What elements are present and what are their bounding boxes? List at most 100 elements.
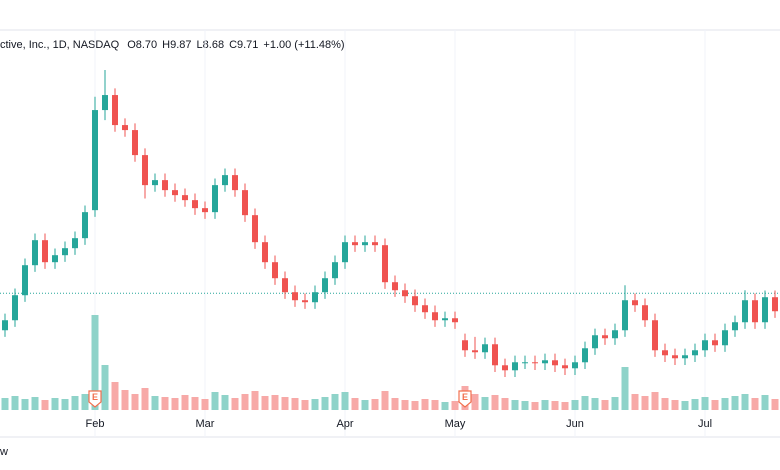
- candle-body: [452, 318, 458, 323]
- volume-bar: [611, 397, 619, 410]
- candle-body: [242, 190, 248, 216]
- candle-body: [622, 300, 628, 331]
- candle-body: [332, 262, 338, 279]
- candle-body: [442, 318, 448, 321]
- volume-bar: [681, 401, 689, 410]
- volume-bar: [421, 399, 429, 410]
- volume-bar: [41, 400, 49, 410]
- candle-body: [612, 330, 618, 339]
- candle-body: [682, 355, 688, 359]
- candle-body: [92, 110, 98, 211]
- volume-bar: [441, 402, 449, 410]
- volume-bar: [61, 399, 69, 410]
- volume-bar: [261, 396, 269, 410]
- candle-body: [12, 295, 18, 321]
- candle-body: [232, 175, 238, 191]
- volume-bar: [481, 397, 489, 410]
- ohlc-value: O8.70: [127, 39, 157, 51]
- volume-bar: [581, 396, 589, 410]
- volume-bar: [671, 400, 679, 410]
- volume-bar: [291, 398, 299, 410]
- volume-bar: [721, 398, 729, 410]
- candle-body: [282, 278, 288, 293]
- volume-bar: [101, 365, 109, 410]
- candle-body: [572, 362, 578, 369]
- candle-body: [32, 240, 38, 266]
- volume-bar: [711, 400, 719, 410]
- volume-bar: [271, 395, 279, 410]
- volume-bar: [661, 398, 669, 410]
- earnings-label: E: [462, 392, 468, 402]
- candle-body: [652, 320, 658, 351]
- volume-bar: [431, 400, 439, 410]
- earnings-badge: [88, 390, 102, 408]
- volume-bar: [321, 397, 329, 410]
- volume-bar: [761, 395, 769, 410]
- volume-bar: [651, 392, 659, 410]
- volume-bar: [641, 396, 649, 410]
- candle-body: [462, 340, 468, 351]
- candle-body: [732, 322, 738, 331]
- volume-bar: [151, 396, 159, 410]
- candle-body: [642, 305, 648, 321]
- earnings-label: E: [92, 392, 98, 402]
- volume-bar: [191, 397, 199, 410]
- x-tick-label: Feb: [86, 418, 105, 430]
- volume-bar: [541, 400, 549, 410]
- candle-body: [112, 95, 118, 126]
- candle-body: [82, 212, 88, 239]
- volume-bar: [51, 398, 59, 410]
- candle-body: [172, 190, 178, 196]
- volume-bar: [451, 401, 459, 410]
- volume-bar: [471, 394, 479, 410]
- earnings-marker: E: [458, 390, 472, 408]
- volume-bar: [491, 395, 499, 410]
- candle-body: [62, 248, 68, 256]
- candle-body: [662, 350, 668, 356]
- volume-bar: [631, 394, 639, 410]
- candle-body: [52, 255, 58, 263]
- candle-body: [492, 344, 498, 366]
- volume-bar: [601, 400, 609, 410]
- volume-bar: [701, 397, 709, 410]
- candle-body: [562, 365, 568, 369]
- volume-bar: [301, 400, 309, 410]
- volume-bar: [391, 398, 399, 410]
- volume-bar: [171, 398, 179, 410]
- candle-body: [532, 362, 538, 364]
- volume-bar: [741, 394, 749, 410]
- candle-body: [352, 242, 358, 246]
- volume-bar: [251, 391, 259, 410]
- candle-body: [292, 292, 298, 301]
- volume-bar: [221, 395, 229, 410]
- volume-bar: [21, 399, 29, 410]
- volume-bar: [201, 399, 209, 410]
- candle-body: [182, 195, 188, 201]
- candle-body: [212, 185, 218, 213]
- x-tick-label: May: [445, 418, 466, 430]
- volume-bar: [11, 396, 19, 410]
- candle-body: [252, 215, 258, 243]
- candle-body: [22, 265, 28, 296]
- volume-bar: [521, 401, 529, 410]
- volume-bar: [751, 398, 759, 410]
- candle-body: [592, 335, 598, 349]
- volume-bar: [81, 394, 89, 410]
- volume-bar: [531, 402, 539, 410]
- candle-body: [542, 360, 548, 364]
- volume-bar: [71, 396, 79, 410]
- candle-body: [382, 245, 388, 283]
- candle-body: [742, 300, 748, 323]
- volume-bar: [381, 391, 389, 410]
- candle-body: [712, 340, 718, 346]
- x-tick-label: Apr: [336, 418, 353, 430]
- candle-body: [142, 155, 148, 186]
- candle-body: [582, 348, 588, 363]
- candle-body: [602, 335, 608, 339]
- candle-body: [772, 297, 778, 312]
- header: ctive, Inc., 1D, NASDAQ O8.70 H9.87 L8.68 C…: [0, 39, 345, 51]
- candle-body: [152, 180, 158, 186]
- candle-body: [202, 208, 208, 213]
- candle-body: [752, 300, 758, 323]
- candle-body: [632, 300, 638, 306]
